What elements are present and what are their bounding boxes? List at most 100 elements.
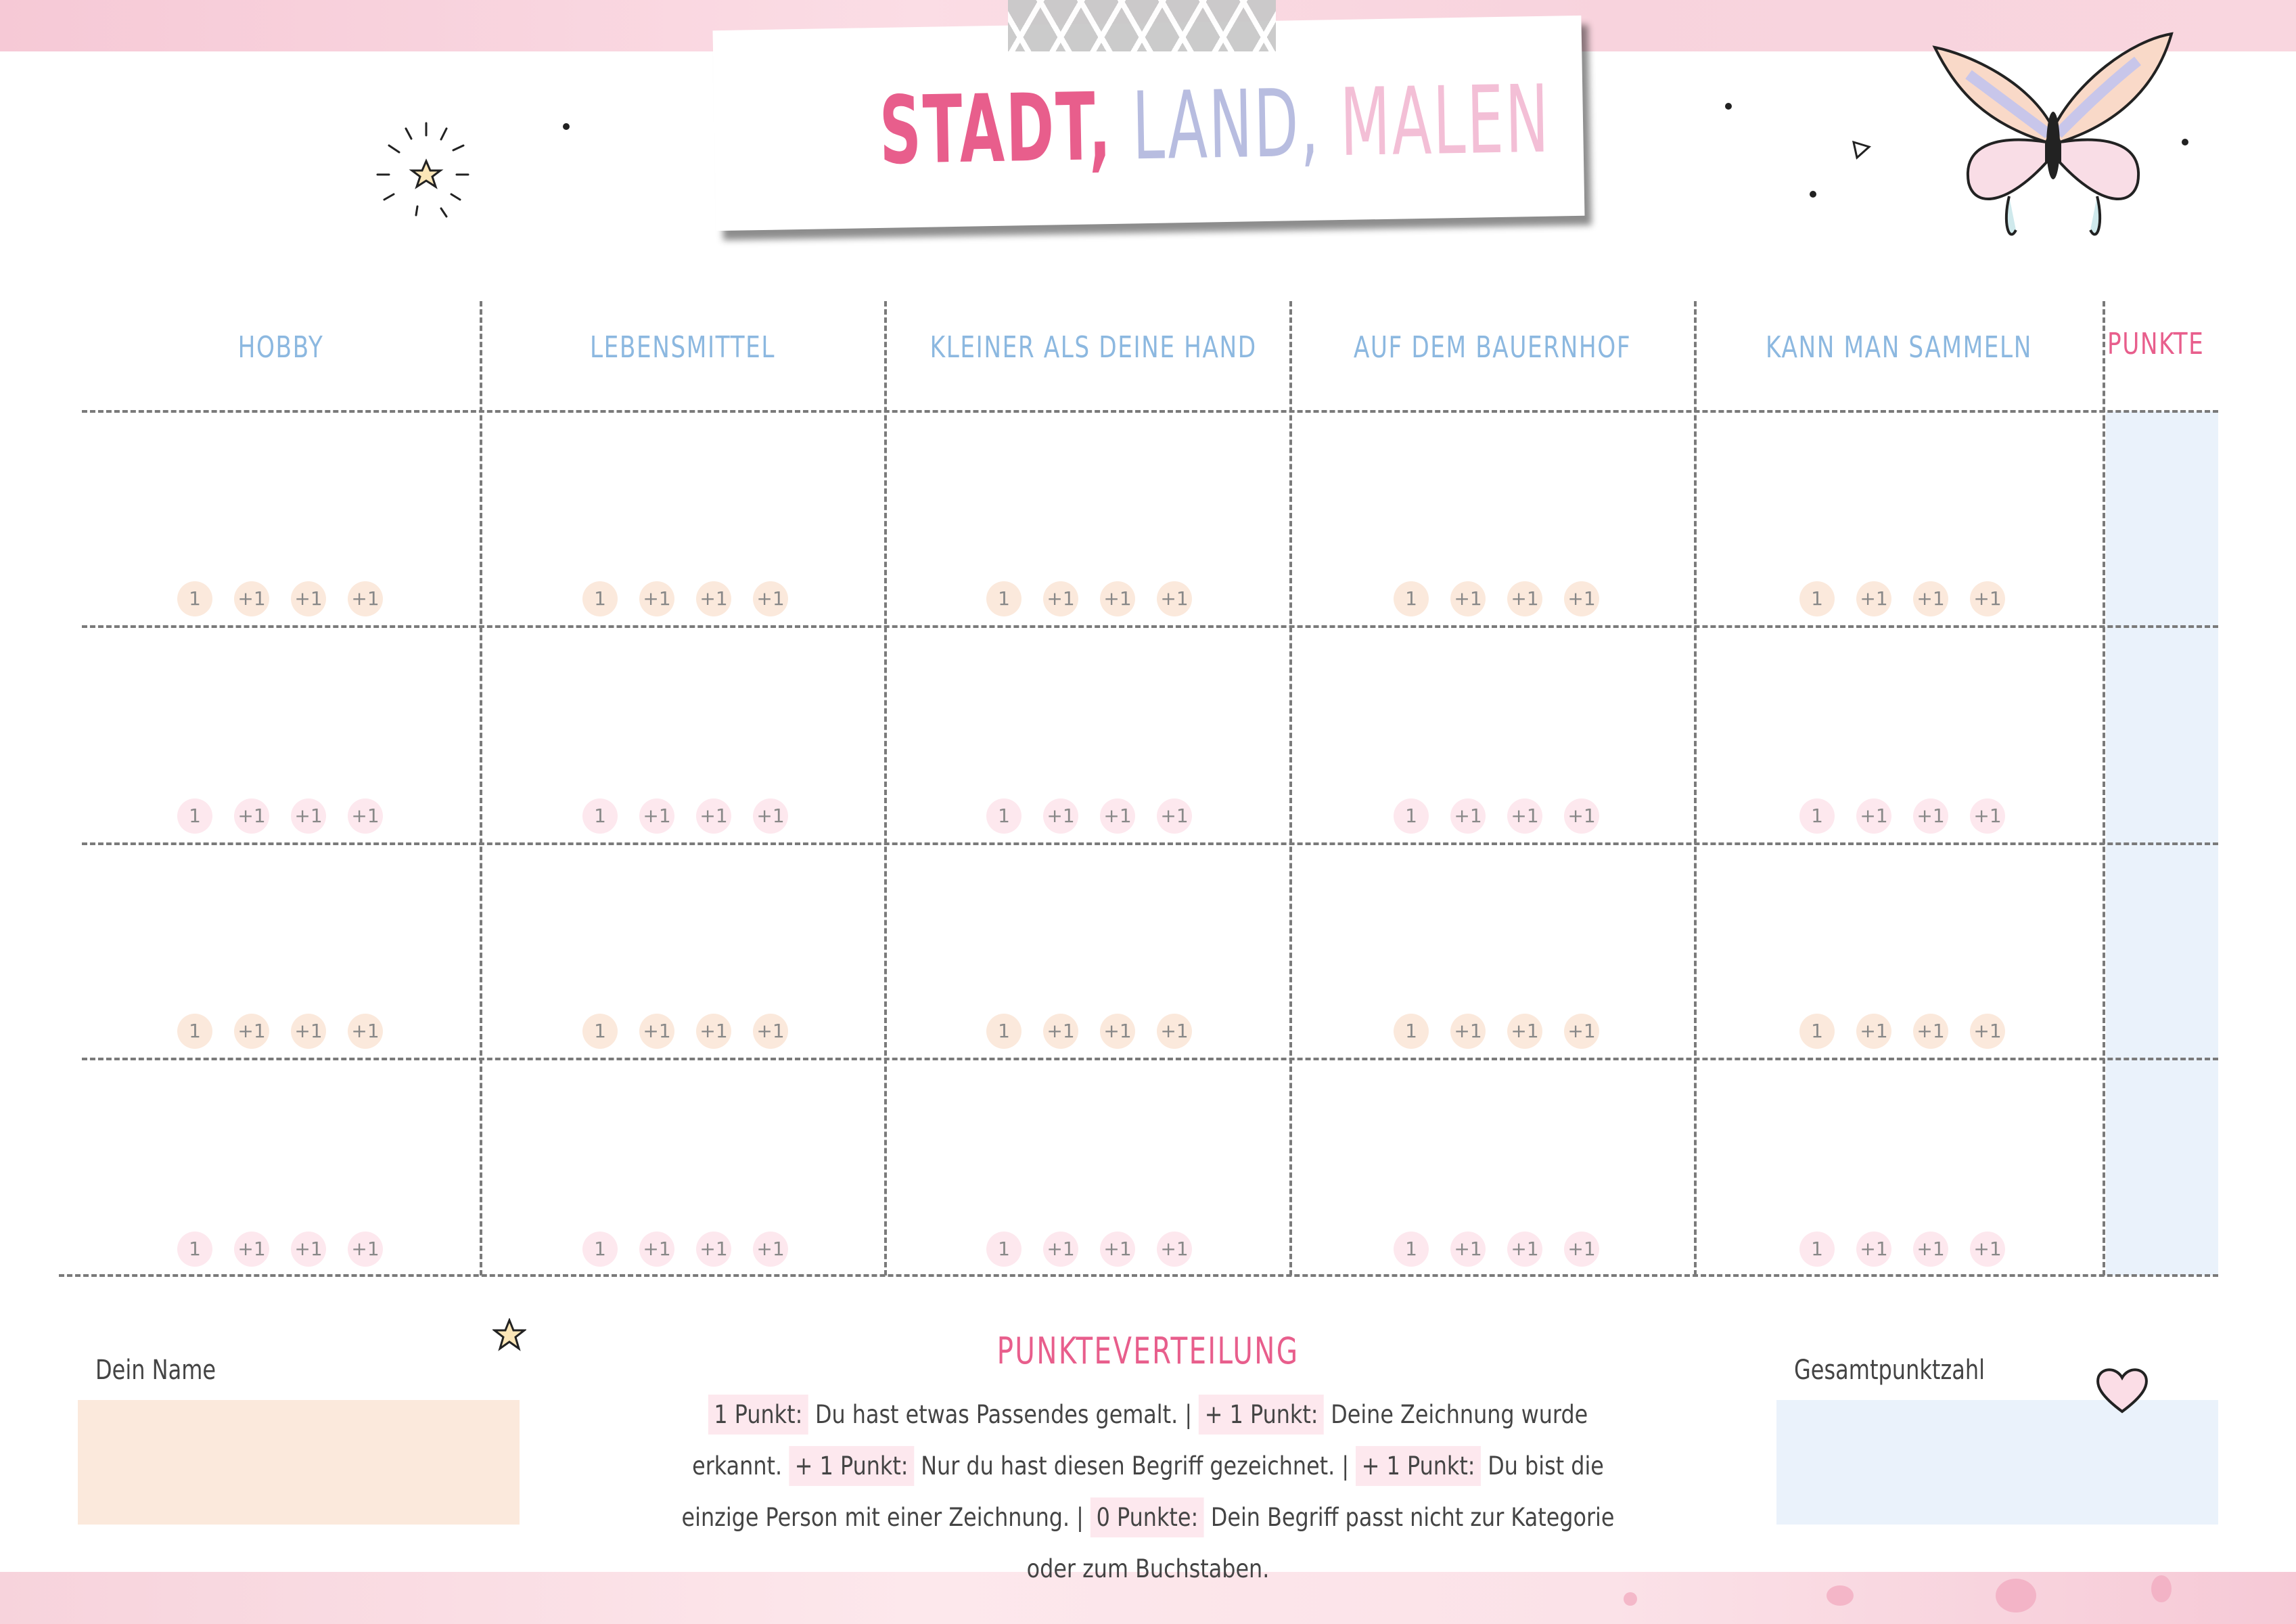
total-score-box[interactable]: [1776, 1400, 2218, 1525]
score-pill[interactable]: 1: [177, 1232, 212, 1267]
score-pill[interactable]: +1: [234, 1014, 269, 1049]
score-pill[interactable]: +1: [1043, 798, 1078, 834]
score-pill[interactable]: +1: [291, 1014, 326, 1049]
score-pill[interactable]: +1: [291, 798, 326, 834]
rule-points-label: + 1 Punkt:: [1356, 1446, 1482, 1486]
score-pill[interactable]: +1: [1507, 1232, 1542, 1267]
score-pill[interactable]: +1: [1564, 1014, 1599, 1049]
score-pill[interactable]: +1: [1450, 798, 1486, 834]
score-pill[interactable]: 1: [1799, 798, 1835, 834]
score-pill[interactable]: +1: [1043, 581, 1078, 616]
decorative-dot: [1810, 191, 1816, 198]
score-pill[interactable]: 1: [986, 1014, 1021, 1049]
score-pill[interactable]: 1: [1799, 1232, 1835, 1267]
score-pill[interactable]: +1: [1100, 798, 1135, 834]
score-pill[interactable]: +1: [1564, 798, 1599, 834]
score-pill[interactable]: +1: [1157, 1014, 1192, 1049]
score-pill[interactable]: 1: [986, 798, 1021, 834]
score-pill[interactable]: +1: [291, 581, 326, 616]
row-divider: [82, 842, 2218, 845]
score-pill[interactable]: 1: [177, 1014, 212, 1049]
score-pill[interactable]: 1: [582, 1014, 618, 1049]
score-pill[interactable]: 1: [177, 581, 212, 616]
bottom-decorative-band: [0, 1572, 2296, 1624]
decorative-dot: [1725, 103, 1732, 110]
score-pill[interactable]: +1: [1564, 581, 1599, 616]
score-pill[interactable]: +1: [234, 1232, 269, 1267]
score-pill[interactable]: +1: [234, 581, 269, 616]
score-pill[interactable]: 1: [1394, 1232, 1429, 1267]
column-header: HOBBY: [237, 330, 324, 365]
score-pill[interactable]: +1: [234, 798, 269, 834]
score-pill[interactable]: +1: [1157, 581, 1192, 616]
score-pill[interactable]: +1: [1157, 798, 1192, 834]
score-pill[interactable]: +1: [753, 1014, 788, 1049]
score-pill[interactable]: +1: [1913, 1232, 1948, 1267]
name-input-box[interactable]: [78, 1400, 520, 1525]
score-pill[interactable]: +1: [753, 798, 788, 834]
score-pill[interactable]: +1: [1043, 1232, 1078, 1267]
score-pill[interactable]: +1: [1450, 581, 1486, 616]
score-pill[interactable]: +1: [1043, 1014, 1078, 1049]
score-pill[interactable]: +1: [753, 1232, 788, 1267]
score-pill[interactable]: +1: [1913, 798, 1948, 834]
score-pill[interactable]: +1: [696, 798, 731, 834]
decorative-dot: [563, 123, 570, 130]
score-pill[interactable]: +1: [639, 1014, 674, 1049]
score-pill[interactable]: +1: [1913, 1014, 1948, 1049]
score-pill[interactable]: +1: [1100, 1232, 1135, 1267]
score-pill[interactable]: 1: [986, 1232, 1021, 1267]
score-pill[interactable]: +1: [1450, 1014, 1486, 1049]
score-pill[interactable]: 1: [582, 798, 618, 834]
row-divider: [82, 1058, 2218, 1060]
score-pill[interactable]: +1: [348, 1014, 383, 1049]
column-header: AUF DEM BAUERNHOF: [1353, 330, 1632, 365]
score-pill[interactable]: +1: [1970, 1232, 2005, 1267]
score-pill[interactable]: +1: [1970, 1014, 2005, 1049]
score-pill[interactable]: +1: [348, 581, 383, 616]
title-part-land: LAND,: [1131, 68, 1321, 181]
score-pill[interactable]: +1: [696, 1014, 731, 1049]
score-pill[interactable]: +1: [639, 1232, 674, 1267]
rules-text: 1 Punkt: Du hast etwas Passendes gemalt.…: [595, 1389, 1701, 1595]
score-pill[interactable]: +1: [753, 581, 788, 616]
name-label: Dein Name: [95, 1355, 216, 1386]
score-pill[interactable]: +1: [1856, 798, 1891, 834]
star-icon: [492, 1318, 526, 1351]
score-pill[interactable]: +1: [348, 798, 383, 834]
score-pill[interactable]: 1: [1394, 581, 1429, 616]
column-header: KANN MAN SAMMELN: [1766, 330, 2032, 365]
score-pill[interactable]: +1: [1913, 581, 1948, 616]
score-pill[interactable]: +1: [291, 1232, 326, 1267]
score-pill[interactable]: +1: [1100, 581, 1135, 616]
score-pill[interactable]: 1: [986, 581, 1021, 616]
score-pill[interactable]: +1: [1564, 1232, 1599, 1267]
score-pill[interactable]: 1: [582, 1232, 618, 1267]
score-pill[interactable]: +1: [1157, 1232, 1192, 1267]
score-pill[interactable]: +1: [1507, 1014, 1542, 1049]
score-pill[interactable]: +1: [1856, 1014, 1891, 1049]
score-pill[interactable]: +1: [1507, 581, 1542, 616]
score-pill[interactable]: 1: [177, 798, 212, 834]
score-pill[interactable]: +1: [348, 1232, 383, 1267]
total-score-label: Gesamtpunktzahl: [1794, 1355, 1985, 1386]
header-divider: [82, 410, 2218, 413]
score-pill[interactable]: +1: [1970, 798, 2005, 834]
score-pill[interactable]: +1: [1100, 1014, 1135, 1049]
score-pill[interactable]: +1: [1856, 581, 1891, 616]
score-pill[interactable]: +1: [1970, 581, 2005, 616]
score-pill[interactable]: 1: [1394, 1014, 1429, 1049]
score-pill[interactable]: +1: [639, 581, 674, 616]
score-pill[interactable]: +1: [1856, 1232, 1891, 1267]
rule-description: Nur du hast diesen Begriff gezeichnet. |: [921, 1451, 1350, 1481]
score-pill[interactable]: +1: [696, 1232, 731, 1267]
score-pill[interactable]: 1: [582, 581, 618, 616]
score-pill[interactable]: 1: [1394, 798, 1429, 834]
score-pill[interactable]: +1: [696, 581, 731, 616]
butterfly-icon: [1932, 32, 2174, 236]
score-pill[interactable]: 1: [1799, 1014, 1835, 1049]
score-pill[interactable]: +1: [1507, 798, 1542, 834]
score-pill[interactable]: 1: [1799, 581, 1835, 616]
score-pill[interactable]: +1: [1450, 1232, 1486, 1267]
score-pill[interactable]: +1: [639, 798, 674, 834]
